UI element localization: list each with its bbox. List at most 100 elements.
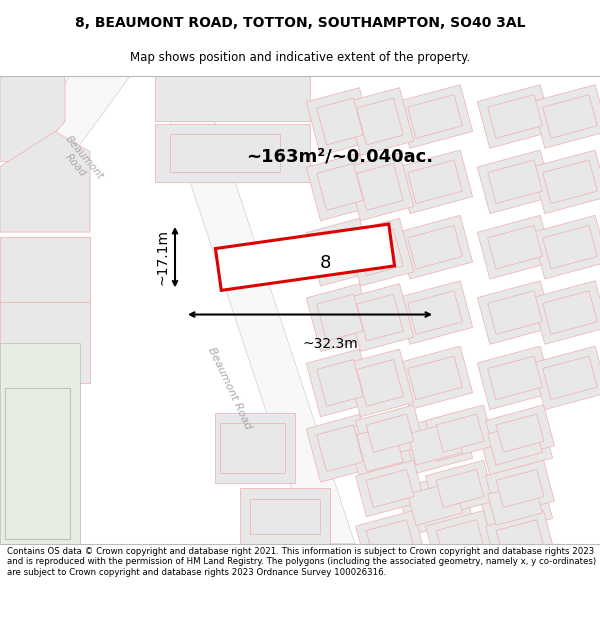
Polygon shape bbox=[307, 284, 374, 351]
Polygon shape bbox=[346, 153, 413, 221]
Polygon shape bbox=[346, 284, 413, 351]
Polygon shape bbox=[407, 421, 463, 465]
Polygon shape bbox=[170, 134, 280, 172]
Polygon shape bbox=[488, 291, 542, 334]
Polygon shape bbox=[407, 226, 463, 269]
Polygon shape bbox=[317, 359, 363, 406]
Polygon shape bbox=[542, 160, 598, 204]
Polygon shape bbox=[357, 229, 403, 276]
Polygon shape bbox=[488, 94, 542, 138]
Text: Contains OS data © Crown copyright and database right 2021. This information is : Contains OS data © Crown copyright and d… bbox=[7, 547, 596, 577]
Polygon shape bbox=[0, 131, 90, 232]
Polygon shape bbox=[356, 511, 424, 567]
Polygon shape bbox=[250, 499, 320, 534]
Polygon shape bbox=[532, 346, 600, 409]
Polygon shape bbox=[307, 218, 374, 286]
Polygon shape bbox=[532, 216, 600, 279]
Polygon shape bbox=[317, 229, 363, 276]
Polygon shape bbox=[478, 150, 553, 214]
Polygon shape bbox=[542, 291, 598, 334]
Polygon shape bbox=[0, 237, 90, 302]
Polygon shape bbox=[496, 469, 544, 508]
Polygon shape bbox=[532, 281, 600, 344]
Polygon shape bbox=[357, 294, 403, 341]
Polygon shape bbox=[436, 414, 484, 452]
Polygon shape bbox=[397, 281, 473, 344]
Polygon shape bbox=[366, 414, 414, 452]
Polygon shape bbox=[0, 383, 75, 494]
Polygon shape bbox=[397, 346, 473, 409]
Polygon shape bbox=[346, 349, 413, 417]
Polygon shape bbox=[397, 472, 473, 535]
Polygon shape bbox=[356, 405, 424, 461]
Polygon shape bbox=[317, 164, 363, 210]
Polygon shape bbox=[240, 489, 330, 544]
Polygon shape bbox=[357, 359, 403, 406]
Polygon shape bbox=[488, 226, 542, 269]
Polygon shape bbox=[478, 85, 553, 148]
Polygon shape bbox=[155, 124, 310, 182]
Polygon shape bbox=[478, 216, 553, 279]
Polygon shape bbox=[436, 519, 484, 558]
Polygon shape bbox=[397, 85, 473, 148]
Polygon shape bbox=[407, 160, 463, 204]
Polygon shape bbox=[542, 94, 598, 138]
Text: ~163m²/~0.040ac.: ~163m²/~0.040ac. bbox=[247, 148, 434, 166]
Polygon shape bbox=[317, 294, 363, 341]
Polygon shape bbox=[407, 356, 463, 399]
Polygon shape bbox=[485, 460, 554, 517]
Polygon shape bbox=[488, 160, 542, 204]
Polygon shape bbox=[155, 76, 310, 121]
Polygon shape bbox=[532, 150, 600, 214]
Polygon shape bbox=[478, 411, 553, 475]
Polygon shape bbox=[346, 218, 413, 286]
Polygon shape bbox=[407, 291, 463, 334]
Polygon shape bbox=[307, 153, 374, 221]
Polygon shape bbox=[307, 88, 374, 156]
Polygon shape bbox=[532, 85, 600, 148]
Text: Beaumont Road: Beaumont Road bbox=[206, 345, 253, 431]
Polygon shape bbox=[478, 281, 553, 344]
Polygon shape bbox=[496, 414, 544, 452]
Polygon shape bbox=[478, 472, 553, 535]
Polygon shape bbox=[496, 519, 544, 558]
Polygon shape bbox=[485, 511, 554, 567]
Polygon shape bbox=[366, 469, 414, 508]
Text: 8, BEAUMONT ROAD, TOTTON, SOUTHAMPTON, SO40 3AL: 8, BEAUMONT ROAD, TOTTON, SOUTHAMPTON, S… bbox=[75, 16, 525, 30]
Polygon shape bbox=[436, 469, 484, 508]
Polygon shape bbox=[0, 342, 80, 544]
Polygon shape bbox=[0, 76, 65, 162]
Text: Map shows position and indicative extent of the property.: Map shows position and indicative extent… bbox=[130, 51, 470, 64]
Polygon shape bbox=[425, 405, 494, 461]
Polygon shape bbox=[488, 482, 542, 526]
Polygon shape bbox=[357, 425, 403, 472]
Polygon shape bbox=[346, 88, 413, 156]
Polygon shape bbox=[155, 76, 355, 544]
Polygon shape bbox=[366, 519, 414, 558]
Polygon shape bbox=[542, 356, 598, 399]
Polygon shape bbox=[478, 346, 553, 409]
Polygon shape bbox=[542, 226, 598, 269]
Polygon shape bbox=[0, 302, 90, 383]
Polygon shape bbox=[397, 411, 473, 475]
Polygon shape bbox=[485, 405, 554, 461]
Polygon shape bbox=[307, 414, 374, 482]
Text: 8: 8 bbox=[319, 254, 331, 272]
Text: ~17.1m: ~17.1m bbox=[155, 229, 169, 285]
Polygon shape bbox=[407, 482, 463, 526]
Polygon shape bbox=[357, 164, 403, 210]
Polygon shape bbox=[488, 356, 542, 399]
Polygon shape bbox=[307, 349, 374, 417]
Polygon shape bbox=[317, 98, 363, 145]
Polygon shape bbox=[215, 224, 395, 291]
Polygon shape bbox=[356, 460, 424, 517]
Text: ~32.3m: ~32.3m bbox=[302, 337, 358, 351]
Polygon shape bbox=[397, 150, 473, 214]
Polygon shape bbox=[425, 460, 494, 517]
Polygon shape bbox=[488, 421, 542, 465]
Polygon shape bbox=[425, 511, 494, 567]
Polygon shape bbox=[407, 94, 463, 138]
Polygon shape bbox=[5, 388, 70, 539]
Polygon shape bbox=[220, 423, 285, 473]
Polygon shape bbox=[346, 414, 413, 482]
